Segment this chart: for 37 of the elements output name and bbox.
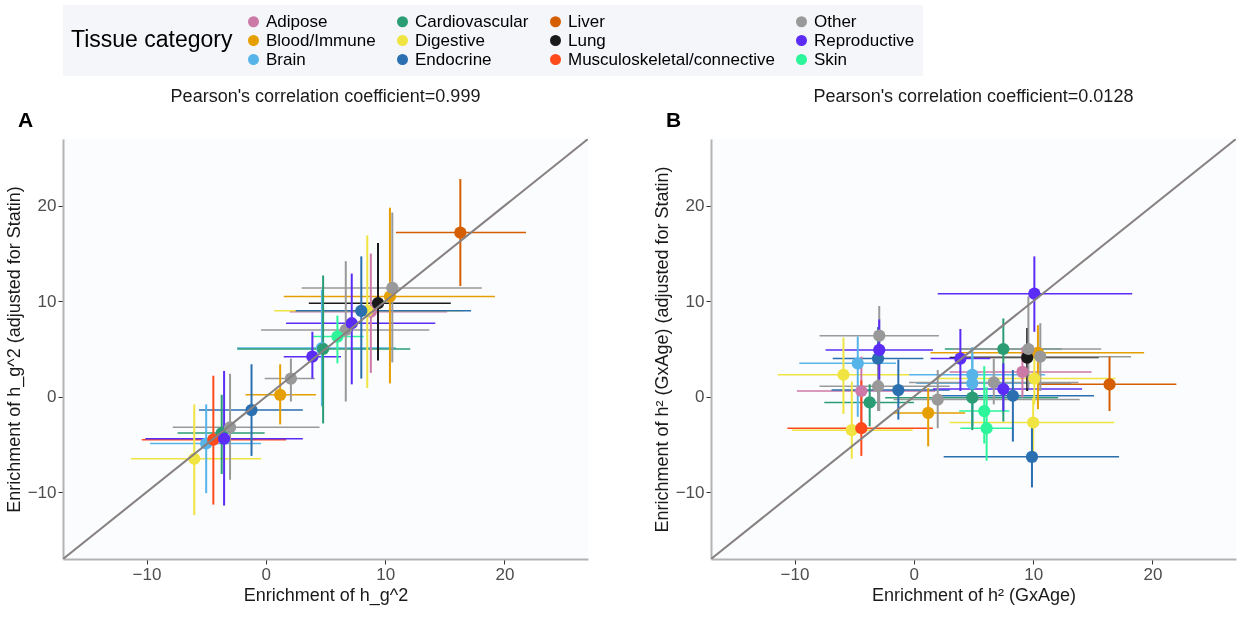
- x-axis-title: Enrichment of h² (GxAge): [871, 584, 1077, 605]
- legend-label: Cardiovascular: [415, 11, 529, 31]
- legend-label: Blood/Immune: [266, 30, 376, 50]
- legend-label: Digestive: [415, 30, 485, 50]
- x-tick-label: 0: [261, 564, 272, 584]
- x-tick-label: −10: [132, 564, 162, 584]
- legend-label: Liver: [568, 11, 606, 31]
- legend-label: Endocrine: [415, 49, 492, 69]
- y-tick-label: 0: [47, 387, 57, 407]
- x-axis-title: Enrichment of h_g^2: [243, 584, 409, 606]
- legend-label: Other: [814, 11, 857, 31]
- legend-label: Reproductive: [814, 30, 915, 50]
- y-tick-label: 10: [37, 291, 57, 311]
- legend-label: Musculoskeletal/connective: [568, 49, 775, 69]
- legend-title: Tissue category: [71, 26, 233, 52]
- y-tick-label: −10: [675, 482, 705, 502]
- text: B: [666, 108, 682, 131]
- y-axis-title: Enrichment of h_g^2 (adjusted for Statin): [3, 186, 25, 513]
- y-tick-label: 0: [695, 387, 705, 407]
- x-tick-label: 10: [1024, 564, 1044, 584]
- y-tick-label: −10: [27, 482, 57, 502]
- legend-label: Adipose: [266, 11, 328, 31]
- legend-label: Lung: [568, 30, 606, 50]
- y-axis-title: Enrichment of h² (GxAge) (adjusted for Statin): [651, 166, 672, 533]
- x-tick-label: 20: [495, 564, 515, 584]
- y-tick-label: 20: [37, 196, 57, 216]
- chart-title: Pearson's correlation coefficient=0.0128: [813, 86, 1134, 106]
- x-tick-label: 0: [909, 564, 920, 584]
- x-tick-label: 10: [376, 564, 396, 584]
- text: A: [18, 108, 34, 131]
- legend-label: Brain: [266, 49, 306, 69]
- chart-title: Pearson's correlation coefficient=0.999: [170, 86, 481, 106]
- y-tick-label: 10: [685, 291, 705, 311]
- x-tick-label: −10: [780, 564, 810, 584]
- x-tick-label: 20: [1143, 564, 1163, 584]
- y-tick-label: 20: [685, 196, 705, 216]
- legend-label: Skin: [814, 49, 848, 69]
